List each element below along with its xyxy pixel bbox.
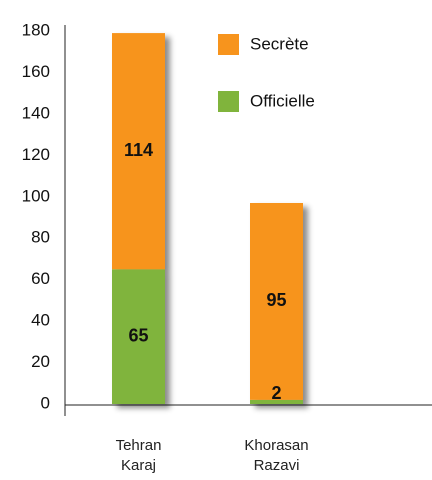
y-tick-label: 0 xyxy=(41,393,50,412)
bar-segment xyxy=(250,202,303,400)
data-label: 114 xyxy=(124,140,153,160)
y-tick-label: 20 xyxy=(31,352,50,371)
y-tick-label: 60 xyxy=(31,269,50,288)
data-label: 95 xyxy=(266,290,286,310)
x-tick-label: Tehran Karaj xyxy=(115,437,162,474)
bar-segment xyxy=(250,399,303,404)
bar-group xyxy=(250,202,303,404)
legend-swatch xyxy=(218,91,239,112)
x-tick-label: Khorasan Razavi xyxy=(244,437,309,474)
legend-swatch xyxy=(218,34,239,55)
y-tick-label: 160 xyxy=(22,62,50,81)
y-tick-label: 80 xyxy=(31,228,50,247)
bar-segment xyxy=(112,33,165,270)
y-tick-label: 140 xyxy=(22,103,50,122)
legend-label: Officielle xyxy=(250,91,315,110)
data-label: 2 xyxy=(271,383,281,403)
y-tick-label: 40 xyxy=(31,311,50,330)
bar-segment xyxy=(112,269,165,404)
y-tick-label: 120 xyxy=(22,145,50,164)
y-tick-label: 180 xyxy=(22,20,50,39)
legend-label: Secrète xyxy=(250,34,309,53)
y-tick-label: 100 xyxy=(22,186,50,205)
data-label: 65 xyxy=(128,325,148,345)
bar-group xyxy=(112,33,165,404)
